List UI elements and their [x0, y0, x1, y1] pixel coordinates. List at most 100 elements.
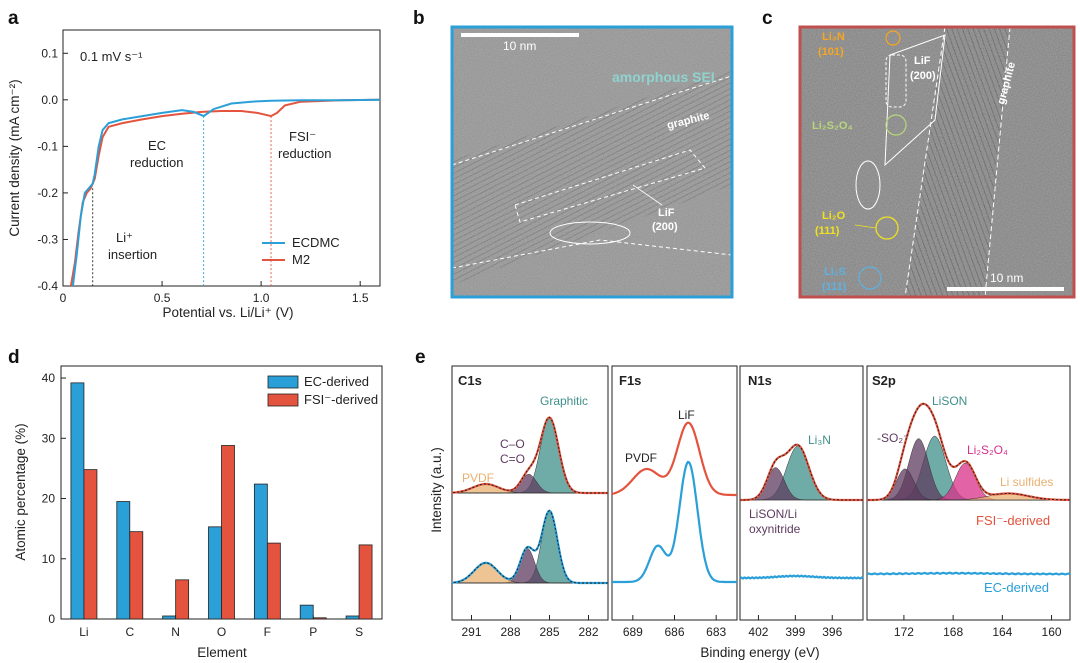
- c1s-title: C1s: [458, 373, 482, 388]
- d-x-tick-label: P: [309, 625, 317, 639]
- a-axis-ticks: 0 0.5 1.0 1.5 0.1 0.0 -0.1 -0.2 -0.3 -0.4: [37, 46, 369, 305]
- sei-boundary: [451, 75, 733, 166]
- panel-label-c: c: [762, 8, 773, 29]
- bar-c-fsi: [129, 531, 144, 620]
- fsi-reduction-label-1: FSI⁻: [289, 129, 316, 144]
- c-o-label: C–O: [500, 437, 525, 451]
- e-subpanel-frames: 291 288 285 282 689 686 683 402 399 396 172 168 164 1…: [451, 365, 1071, 639]
- li3n-circle: [885, 30, 901, 46]
- e-x-tick-label: 285: [539, 625, 559, 639]
- bar-c-ec: [116, 501, 131, 620]
- scale-bar-c: [947, 287, 1064, 291]
- bar-p-fsi: [312, 617, 327, 620]
- a-y-axis-label: Current density (mA cm⁻²): [7, 79, 22, 236]
- c1s-ec-spectrum-fit: [451, 510, 608, 584]
- amorphous-sei-label: amorphous SEI: [612, 69, 715, 85]
- d-x-tick-label: Li: [79, 625, 88, 639]
- legend-label-ecdmc: ECDMC: [292, 235, 340, 250]
- d-axis-ticks: 0 10 20 30 40 Li C N O F P S: [42, 371, 363, 639]
- a-y-tick-label: -0.4: [37, 279, 58, 293]
- n1s-fsi-spectrum-component-0: [740, 445, 863, 501]
- n1s-title: N1s: [748, 373, 772, 388]
- li2s-plane-label: (111): [822, 281, 847, 293]
- e-x-tick-label: 282: [578, 625, 598, 639]
- lif-plane-label-c: (200): [910, 70, 936, 82]
- a-x-tick-label: 1.0: [253, 291, 270, 305]
- d-x-tick-label: S: [355, 625, 363, 639]
- panel-d-bar-chart: 0 10 20 30 40 Li C N O F P S EC-derived FSI⁻-derive…: [13, 365, 383, 660]
- legend-swatch-ec: [267, 375, 299, 389]
- scale-label-b: 10 nm: [503, 39, 536, 53]
- lif-label-b: LiF: [658, 207, 675, 219]
- lif-label-c: LiF: [914, 55, 931, 67]
- d-y-tick-label: 20: [42, 492, 56, 506]
- panel-c-tem-image: Li₃N (101) LiF (200) graphite Li₂S₂O₄ Li…: [798, 25, 1076, 299]
- a-series: [69, 98, 381, 287]
- a-y-tick-label: -0.1: [37, 139, 58, 153]
- ec-reduction-label-2: reduction: [130, 155, 183, 170]
- lif-region-outline: [549, 221, 631, 245]
- bar-li-ec: [70, 382, 85, 620]
- ec-derived-label: EC-derived: [984, 580, 1049, 595]
- li2s2o4-circle: [885, 114, 907, 136]
- legend-swatch-fsi: [267, 393, 299, 407]
- tem-b-border: [450, 25, 734, 299]
- e-frame-n1s: [739, 365, 864, 621]
- d-x-tick-label: O: [217, 625, 226, 639]
- li3n-plane-label: (101): [818, 46, 844, 58]
- a-y-tick-label: -0.3: [37, 232, 58, 246]
- region-outline-c: [855, 160, 881, 210]
- graphite-region-outline: [514, 149, 706, 223]
- s2p-fsi-spectrum-fit: [867, 403, 1071, 501]
- d-y-tick-label: 0: [48, 612, 55, 626]
- bar-n-fsi: [175, 579, 190, 620]
- s2p-ec-spectrum: [866, 571, 1071, 576]
- e-x-tick-label: 288: [500, 625, 520, 639]
- lison-li-label: LiSON/Li: [749, 507, 797, 521]
- f1s-fsi-spectrum: [611, 421, 737, 497]
- fsi-derived-label: FSI⁻-derived: [976, 513, 1050, 528]
- a-x-tick-label: 0: [60, 291, 67, 305]
- bar-f-ec: [253, 483, 268, 620]
- li2o-plane-label: (111): [815, 225, 840, 237]
- lif-pointer: [632, 184, 663, 206]
- bar-o-fsi: [221, 445, 235, 620]
- li3n-label: Li₃N: [822, 31, 845, 43]
- e-x-tick-label: 683: [706, 625, 726, 639]
- panel-label-d: d: [8, 347, 20, 368]
- f1s-ec-spectrum: [612, 460, 737, 584]
- bar-s-ec: [345, 615, 360, 620]
- li2s2o4-label: Li₂S₂O₄: [812, 120, 853, 132]
- tem-b-noise: [452, 27, 732, 297]
- bar-s-fsi: [358, 544, 373, 620]
- legend-label-m2: M2: [292, 252, 310, 267]
- lison-peak-label: LiSON: [932, 394, 967, 408]
- panel-b-tem-image: 10 nm amorphous SEI graphite LiF (200): [450, 25, 734, 299]
- e-x-tick-label: 402: [748, 625, 768, 639]
- a-x-axis-label: Potential vs. Li/Li⁺ (V): [163, 305, 294, 320]
- n1s-ec-spectrum: [739, 574, 864, 580]
- a-y-tick-label: 0.1: [41, 46, 58, 60]
- legend-label-fsi: FSI⁻-derived: [304, 392, 378, 407]
- a-x-tick-label: 1.5: [352, 291, 369, 305]
- a-series-m2: [69, 98, 381, 287]
- li-insertion-label-2: insertion: [108, 247, 157, 262]
- plot-frame: [62, 29, 381, 287]
- s2o4-peak-label: Li₂S₂O₄: [967, 443, 1008, 457]
- graphitic-label: Graphitic: [540, 394, 588, 408]
- e-y-axis-label: Intensity (a.u.): [429, 447, 444, 533]
- graphite-edge-left: [904, 26, 946, 298]
- d-x-tick-label: C: [125, 625, 134, 639]
- e-x-tick-label: 686: [664, 625, 684, 639]
- fsi-reduction-label-2: reduction: [278, 146, 331, 161]
- e-frame-s2p: [866, 365, 1071, 621]
- sulfides-peak-label: Li sulfides: [1000, 475, 1053, 489]
- bar-n-ec: [162, 615, 177, 620]
- bar-p-ec: [299, 604, 314, 620]
- tem-c-noise: [800, 27, 1074, 297]
- panel-label-e: e: [415, 347, 426, 368]
- e-x-tick-label: 396: [822, 625, 842, 639]
- d-y-tick-label: 10: [42, 552, 56, 566]
- panel-label-a: a: [8, 8, 19, 29]
- scan-rate-label: 0.1 mV s⁻¹: [80, 49, 143, 64]
